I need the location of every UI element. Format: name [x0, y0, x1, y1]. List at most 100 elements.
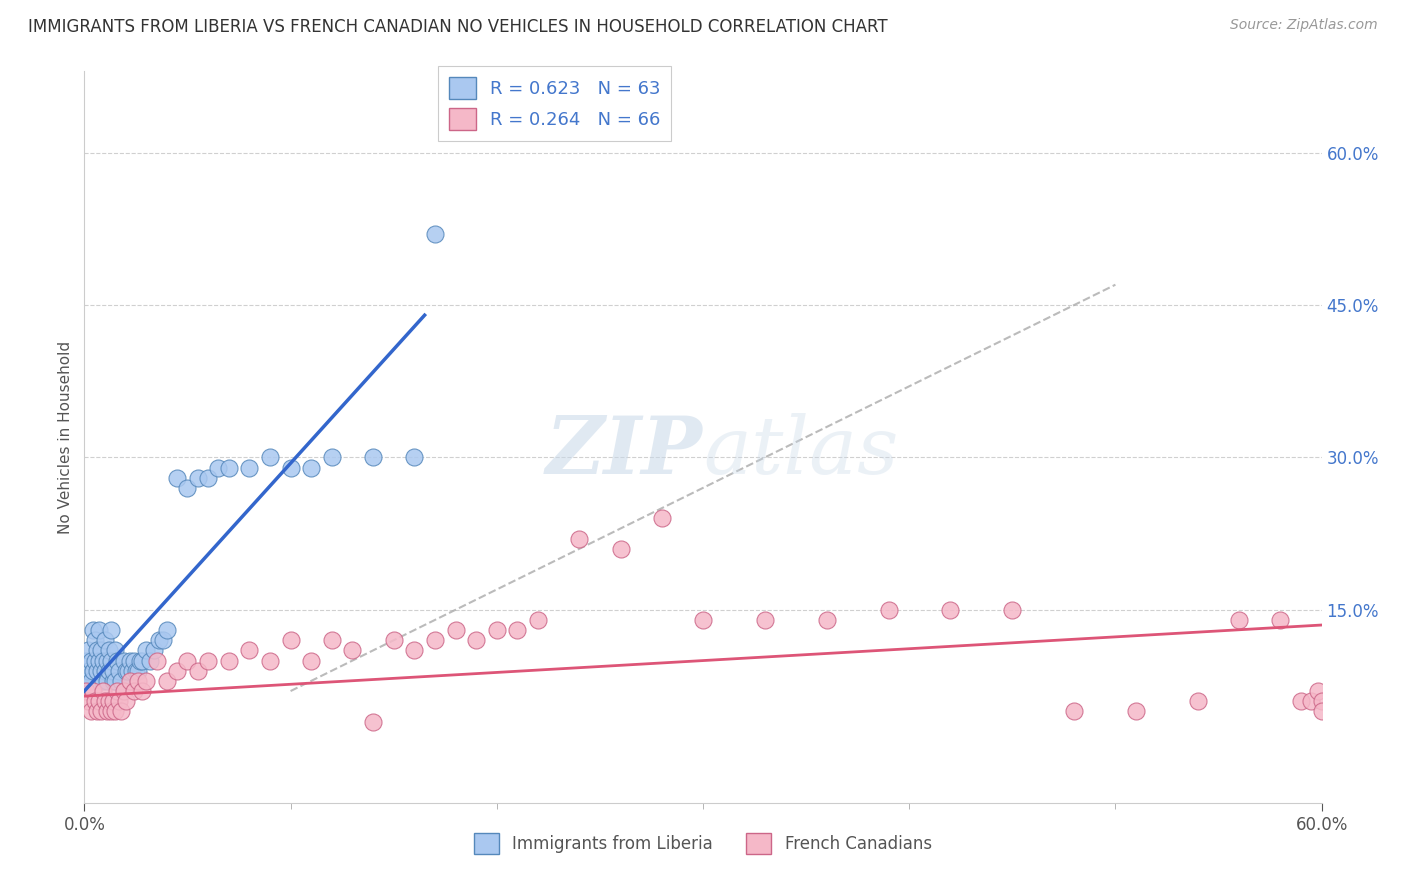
Point — [197, 471, 219, 485]
Point — [321, 633, 343, 648]
Point — [83, 633, 105, 648]
Point — [143, 643, 166, 657]
Point — [105, 684, 128, 698]
Point — [280, 633, 302, 648]
Point — [280, 460, 302, 475]
Point — [152, 633, 174, 648]
Point — [94, 633, 117, 648]
Point — [91, 654, 114, 668]
Point — [321, 450, 343, 465]
Point — [404, 643, 426, 657]
Point — [1289, 694, 1312, 708]
Point — [118, 654, 141, 668]
Point — [83, 654, 105, 668]
Point — [939, 603, 962, 617]
Point — [104, 673, 127, 688]
Point — [75, 654, 97, 668]
Point — [692, 613, 714, 627]
Point — [382, 633, 405, 648]
Point — [207, 460, 229, 475]
Point — [506, 623, 529, 637]
Point — [238, 643, 260, 657]
Point — [87, 623, 110, 637]
Point — [1301, 694, 1323, 708]
Point — [75, 684, 97, 698]
Point — [117, 664, 139, 678]
Point — [148, 633, 170, 648]
Point — [187, 471, 209, 485]
Text: atlas: atlas — [703, 413, 898, 491]
Point — [485, 623, 508, 637]
Point — [90, 705, 112, 719]
Point — [96, 654, 118, 668]
Point — [98, 694, 121, 708]
Point — [100, 654, 122, 668]
Point — [110, 705, 132, 719]
Point — [361, 714, 384, 729]
Point — [100, 623, 122, 637]
Point — [94, 664, 117, 678]
Point — [197, 654, 219, 668]
Point — [125, 664, 148, 678]
Point — [98, 664, 121, 678]
Point — [79, 654, 101, 668]
Point — [108, 664, 131, 678]
Point — [404, 450, 426, 465]
Point — [127, 664, 149, 678]
Point — [122, 684, 145, 698]
Point — [131, 684, 153, 698]
Point — [156, 623, 179, 637]
Point — [1270, 613, 1292, 627]
Point — [238, 460, 260, 475]
Point — [91, 673, 114, 688]
Point — [82, 623, 104, 637]
Point — [118, 673, 141, 688]
Point — [135, 643, 157, 657]
Point — [423, 227, 446, 241]
Point — [877, 603, 900, 617]
Point — [299, 460, 322, 475]
Point — [444, 623, 467, 637]
Point — [1227, 613, 1250, 627]
Point — [218, 654, 240, 668]
Point — [129, 654, 152, 668]
Point — [86, 643, 108, 657]
Point — [218, 460, 240, 475]
Point — [100, 705, 122, 719]
Point — [139, 654, 162, 668]
Point — [122, 654, 145, 668]
Y-axis label: No Vehicles in Household: No Vehicles in Household — [58, 341, 73, 533]
Point — [114, 664, 136, 678]
Point — [112, 684, 135, 698]
Point — [103, 694, 125, 708]
Point — [1125, 705, 1147, 719]
Point — [105, 654, 128, 668]
Point — [87, 654, 110, 668]
Point — [259, 450, 281, 465]
Point — [77, 694, 100, 708]
Point — [1306, 684, 1329, 698]
Point — [91, 684, 114, 698]
Point — [90, 664, 112, 678]
Point — [187, 664, 209, 678]
Point — [1310, 705, 1333, 719]
Point — [1063, 705, 1085, 719]
Point — [135, 673, 157, 688]
Point — [79, 705, 101, 719]
Point — [815, 613, 838, 627]
Point — [77, 664, 100, 678]
Text: Source: ZipAtlas.com: Source: ZipAtlas.com — [1230, 18, 1378, 32]
Point — [176, 654, 198, 668]
Point — [75, 673, 97, 688]
Point — [651, 511, 673, 525]
Point — [83, 694, 105, 708]
Point — [127, 673, 149, 688]
Point — [90, 643, 112, 657]
Point — [94, 694, 117, 708]
Point — [77, 643, 100, 657]
Point — [86, 705, 108, 719]
Point — [114, 694, 136, 708]
Point — [299, 654, 322, 668]
Point — [1187, 694, 1209, 708]
Point — [1310, 694, 1333, 708]
